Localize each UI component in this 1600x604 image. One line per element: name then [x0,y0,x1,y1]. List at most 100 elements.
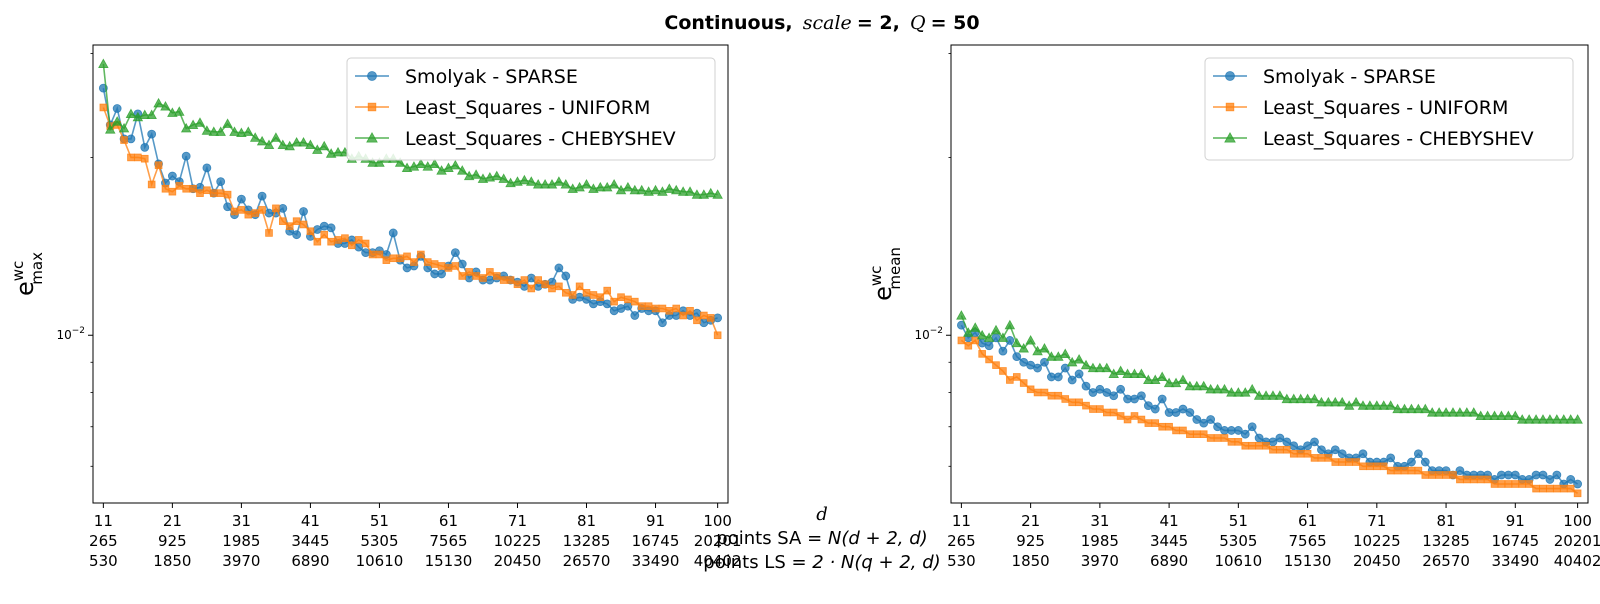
data-point [705,187,717,198]
x-tick-label: 1985 [222,532,260,550]
data-point [1073,354,1085,364]
data-point [1420,457,1430,467]
data-point [999,367,1007,375]
data-point [1343,400,1355,410]
data-point [956,310,967,320]
data-point [1247,422,1257,432]
data-point [1006,376,1014,384]
data-point [1213,422,1222,432]
data-point [1225,102,1235,112]
data-point [637,302,646,310]
data-point [1532,484,1540,493]
data-point [457,259,467,269]
data-point [492,272,501,280]
data-point [624,295,632,304]
data-point [520,276,529,284]
data-point [1288,393,1300,404]
data-point [1518,480,1527,488]
legend-entry: Least_Squares - CHEBYSHEV [1263,128,1534,150]
data-point [1338,458,1347,466]
data-point [208,126,220,136]
data-point [272,204,280,213]
data-point [712,189,723,199]
left-panel: 10−2 ewcmax 11 265 530 21 925 1850 31 1985 3970 41 3… [9,44,742,570]
data-point [700,311,708,320]
data-point [1538,470,1548,480]
x-axis-label-sa: points SA = N(d + 2, d) [716,528,927,549]
data-point [429,158,440,169]
data-point [1224,132,1236,143]
data-point [1267,390,1279,400]
data-point [1109,391,1119,401]
data-point [1281,393,1293,404]
data-point [1296,449,1305,458]
data-point [969,322,981,332]
data-point [990,324,1002,335]
data-point [263,139,275,149]
data-point [111,116,123,126]
data-point [1178,404,1188,414]
data-point [1310,437,1319,447]
data-point [555,282,563,291]
data-point [582,294,591,304]
data-point [1379,462,1388,471]
data-point [1316,396,1327,407]
data-point [1503,410,1514,421]
data-point [1206,434,1215,442]
data-point [1546,484,1554,493]
data-point [1476,475,1485,484]
data-point [1456,475,1464,484]
data-point [258,206,266,214]
data-point [451,262,460,270]
data-point [1386,453,1396,463]
data-point [1158,422,1166,431]
data-point [1122,368,1133,379]
data-point [334,236,342,244]
data-point [1413,403,1424,414]
data-point [1317,445,1326,455]
data-point [134,153,142,162]
data-point [1442,471,1450,479]
data-point [1537,414,1549,424]
data-point [313,237,322,246]
data-point [251,209,260,217]
data-point [1096,405,1104,413]
data-point [120,136,128,144]
data-point [1053,372,1063,382]
x-tick-label: 33490 [632,552,680,570]
data-point [201,125,213,135]
data-point [1420,403,1431,414]
data-point [203,186,211,195]
data-point [581,179,592,189]
data-point [1087,362,1099,373]
data-point [1094,362,1106,373]
data-point [470,169,482,179]
data-point [686,306,694,315]
data-point [539,179,551,189]
data-point [623,301,633,311]
y-tick-label: 10−2 [914,326,943,342]
data-point [1248,441,1256,450]
data-point [436,165,447,175]
data-point [1033,363,1042,373]
x-tick-label: 11 [94,512,113,530]
data-point [1047,391,1056,400]
data-point [610,297,618,306]
data-point [415,158,427,169]
data-point [1373,462,1381,471]
data-point [1551,414,1563,424]
data-point [1482,410,1493,421]
data-point [1075,398,1083,407]
data-point [1185,408,1195,417]
data-point [1324,454,1333,462]
data-point [1573,479,1583,489]
data-point [1496,410,1507,421]
data-point [181,151,191,161]
data-point [1150,404,1160,414]
legend-frame [1204,57,1574,161]
legend-entry: Smolyak - SPARSE [405,66,578,88]
data-point [1246,383,1258,394]
data-point [1255,441,1263,450]
data-point [1393,466,1402,475]
data-point [1504,480,1513,488]
